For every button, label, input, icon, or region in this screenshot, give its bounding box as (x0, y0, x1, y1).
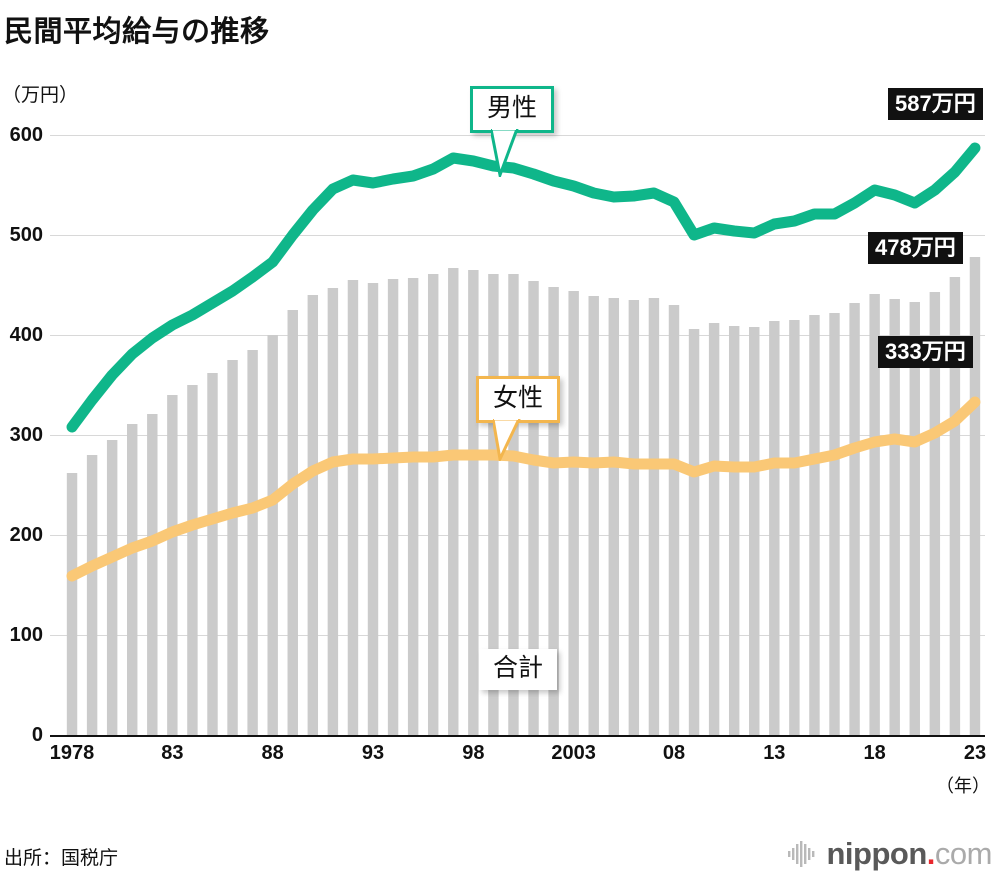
bar-2002 (548, 287, 559, 735)
bar-2008 (668, 305, 680, 735)
bar-1978 (66, 473, 78, 735)
bar-1994 (387, 279, 399, 735)
y-tick-label-500: 500 (9, 224, 43, 246)
female-series-line (66, 396, 981, 582)
y-axis-unit-label: （万円） (2, 85, 79, 106)
x-tick-label-2018: 18 (863, 742, 886, 764)
bar-2006 (628, 300, 640, 735)
bar-1992 (347, 280, 359, 735)
total-value-text: 478万円 (875, 235, 956, 260)
total-value-callout: 478万円 (868, 232, 963, 265)
bar-1980 (106, 440, 118, 735)
bar-2016 (829, 313, 840, 735)
bar-1997 (448, 268, 459, 735)
bar-1993 (367, 283, 379, 735)
x-tick-label-2023: 23 (963, 742, 987, 764)
bar-2001 (528, 281, 539, 735)
total-bars-group (66, 257, 981, 735)
male-series-label-text: 男性 (487, 94, 538, 122)
x-axis-unit-label: （年） (936, 776, 990, 796)
logo-tld: com (934, 836, 993, 871)
bar-2018 (869, 294, 880, 735)
female-series-label: 女性 (476, 376, 561, 461)
female-series-label-text: 女性 (493, 384, 544, 412)
bar-1983 (167, 395, 178, 735)
gridline-500 (50, 235, 985, 236)
bar-2007 (648, 298, 660, 735)
nippon-com-logo[interactable]: nippon.com (787, 836, 993, 872)
bar-1991 (327, 288, 339, 735)
waveform-icon (787, 841, 814, 867)
y-tick-label-0: 0 (31, 724, 43, 746)
page-title: 民間平均給与の推移 (4, 16, 270, 48)
y-tick-label-200: 200 (9, 524, 43, 546)
bar-2009 (688, 329, 700, 735)
bar-1982 (147, 414, 158, 735)
bar-2010 (708, 323, 720, 735)
female-value-callout: 333万円 (878, 336, 973, 369)
bar-1988 (267, 335, 278, 735)
bar-2022 (949, 277, 961, 735)
female-label-pointer (493, 418, 521, 461)
x-tick-label-1983: 83 (161, 742, 184, 764)
bar-1985 (207, 373, 218, 735)
bar-1999 (488, 274, 499, 735)
y-tick-label-600: 600 (9, 124, 43, 146)
plot-area (62, 135, 985, 735)
bar-2012 (749, 327, 760, 735)
bar-1984 (187, 385, 198, 735)
male-value-callout: 587万円 (888, 88, 983, 121)
male-series-label: 男性 (470, 86, 555, 177)
male-value-text: 587万円 (895, 91, 976, 116)
bar-2023 (969, 257, 981, 735)
logo-text: nippon.com (827, 836, 993, 872)
x-tick-label-2013: 13 (763, 742, 786, 764)
logo-dot: . (926, 836, 936, 871)
gridline-600 (50, 135, 985, 136)
x-tick-label-1988: 88 (261, 742, 284, 764)
bar-1989 (287, 310, 298, 735)
x-tick-label-2008: 08 (662, 742, 686, 764)
bar-1987 (247, 350, 258, 735)
bar-2003 (568, 291, 579, 735)
bar-2020 (909, 302, 920, 735)
male-series-line (66, 142, 981, 433)
source-note: 出所：国税庁 (4, 848, 119, 869)
female-value-text: 333万円 (885, 339, 966, 364)
bar-1986 (227, 360, 238, 735)
bar-2011 (728, 326, 740, 735)
bar-2013 (769, 321, 780, 735)
x-tick-label-1998: 98 (462, 742, 485, 764)
bar-1996 (427, 274, 439, 735)
total-series-label: 合計 (479, 649, 558, 690)
bar-1979 (86, 455, 98, 735)
bar-2015 (809, 315, 820, 735)
chart-svg (66, 142, 981, 735)
bar-2014 (789, 320, 800, 735)
x-tick-label-2003: 2003 (551, 742, 596, 764)
x-tick-label-1978: 1978 (49, 742, 95, 764)
bar-2005 (608, 298, 620, 735)
x-tick-label-1993: 93 (361, 742, 385, 764)
bar-2017 (849, 303, 860, 735)
x-axis-line (50, 735, 985, 737)
bar-1998 (468, 270, 479, 735)
male-label-pointer (491, 128, 519, 177)
bar-1995 (407, 278, 419, 735)
total-series-label-text: 合計 (493, 654, 544, 682)
y-tick-label-400: 400 (9, 324, 43, 346)
logo-name: nippon (826, 836, 928, 871)
bar-1990 (307, 295, 319, 735)
y-tick-label-300: 300 (9, 424, 43, 446)
bar-2021 (929, 292, 941, 735)
bar-2004 (588, 296, 599, 735)
bar-2019 (889, 299, 900, 735)
bar-1981 (127, 424, 138, 735)
y-tick-label-100: 100 (9, 624, 43, 646)
bar-2000 (508, 274, 519, 735)
